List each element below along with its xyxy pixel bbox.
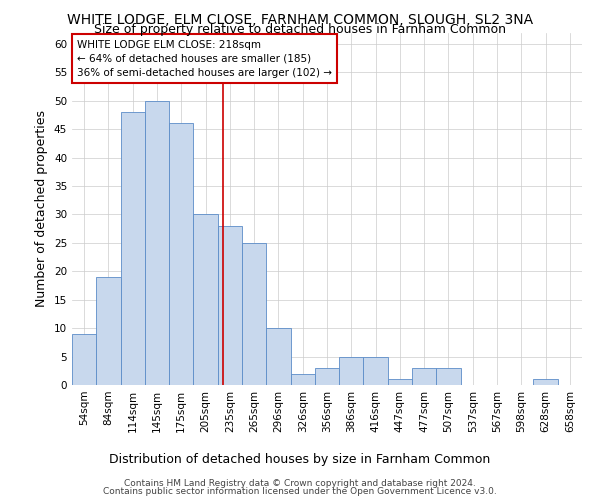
Y-axis label: Number of detached properties: Number of detached properties xyxy=(35,110,49,307)
Text: Size of property relative to detached houses in Farnham Common: Size of property relative to detached ho… xyxy=(94,22,506,36)
Bar xyxy=(388,380,412,385)
Bar xyxy=(96,277,121,385)
Bar xyxy=(218,226,242,385)
Bar xyxy=(339,356,364,385)
Bar xyxy=(145,100,169,385)
Bar xyxy=(412,368,436,385)
Bar xyxy=(266,328,290,385)
Text: WHITE LODGE ELM CLOSE: 218sqm
← 64% of detached houses are smaller (185)
36% of : WHITE LODGE ELM CLOSE: 218sqm ← 64% of d… xyxy=(77,40,332,78)
Bar xyxy=(315,368,339,385)
Bar xyxy=(169,124,193,385)
Text: Contains HM Land Registry data © Crown copyright and database right 2024.: Contains HM Land Registry data © Crown c… xyxy=(124,479,476,488)
Bar xyxy=(193,214,218,385)
Bar xyxy=(533,380,558,385)
Bar xyxy=(364,356,388,385)
Bar xyxy=(290,374,315,385)
Bar xyxy=(436,368,461,385)
Bar xyxy=(242,243,266,385)
Bar xyxy=(72,334,96,385)
Text: Distribution of detached houses by size in Farnham Common: Distribution of detached houses by size … xyxy=(109,452,491,466)
Text: Contains public sector information licensed under the Open Government Licence v3: Contains public sector information licen… xyxy=(103,488,497,496)
Text: WHITE LODGE, ELM CLOSE, FARNHAM COMMON, SLOUGH, SL2 3NA: WHITE LODGE, ELM CLOSE, FARNHAM COMMON, … xyxy=(67,12,533,26)
Bar xyxy=(121,112,145,385)
